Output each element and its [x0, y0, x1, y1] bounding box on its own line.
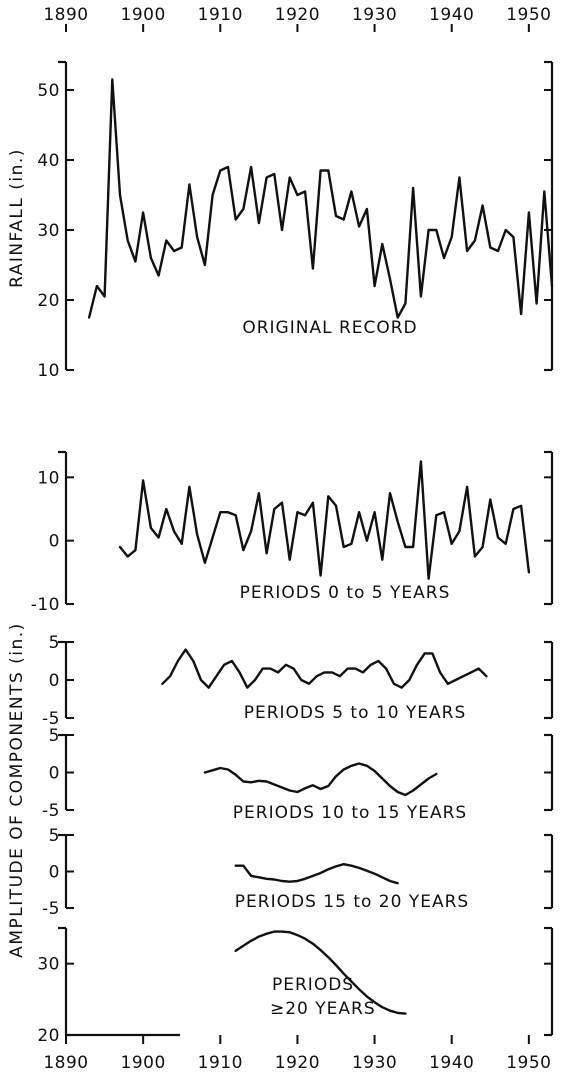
panel-3: 5 0 -5 PERIODS 5 to 10 YEARS	[42, 633, 554, 729]
y-axis-label-rainfall: RAINFALL (in.)	[7, 148, 27, 288]
top-x-tick-label: 1890	[43, 5, 88, 25]
y-tick-label: 10	[37, 361, 60, 381]
panel-6: 30 20 PERIODS ≥20 YEARS	[37, 926, 554, 1046]
y-tick-label: 5	[49, 726, 60, 746]
series-line	[234, 863, 399, 885]
bottom-x-tick-label: 1900	[121, 1053, 166, 1073]
y-tick-label: 5	[49, 826, 60, 846]
bottom-x-tick-label: 1940	[429, 1053, 474, 1073]
y-tick-label: 0	[49, 764, 60, 784]
y-tick-label: 20	[37, 1026, 60, 1046]
top-x-tick-label: 1930	[352, 5, 397, 25]
panel-label: PERIODS 5 to 10 YEARS	[244, 703, 467, 723]
y-tick-label: 30	[37, 221, 60, 241]
panel-label: PERIODS 0 to 5 YEARS	[240, 583, 451, 603]
y-tick-label: 5	[49, 633, 60, 653]
top-x-tick-label: 1950	[506, 5, 551, 25]
panel-label: ORIGINAL RECORD	[242, 318, 417, 338]
series-line	[161, 648, 488, 689]
y-tick-label: 30	[37, 955, 60, 975]
panel-label: PERIODS 15 to 20 YEARS	[235, 892, 469, 912]
top-x-tick-label: 1900	[121, 5, 166, 25]
y-tick-label: -5	[42, 709, 60, 729]
panel-1: 10 20 30 40 50 ORIGINAL RECORD	[37, 60, 554, 381]
panel-4: 5 0 -5 PERIODS 10 to 15 YEARS	[42, 726, 554, 823]
panel-2: 10 0 -10 PERIODS 0 to 5 YEARS	[31, 450, 554, 615]
bottom-x-tick-label: 1890	[43, 1053, 88, 1073]
series-line	[118, 460, 531, 580]
bottom-x-tick-label: 1910	[198, 1053, 243, 1073]
y-tick-label: 50	[37, 81, 60, 101]
top-x-tick-label: 1910	[198, 5, 243, 25]
bottom-x-tick-label: 1920	[275, 1053, 320, 1073]
y-axis-label-amplitude: AMPLITUDE OF COMPONENTS (in.)	[7, 622, 27, 958]
bottom-x-tick-label: 1930	[352, 1053, 397, 1073]
bottom-x-axis: 1890 1900 1910 1920 1930 1940 1950	[43, 1033, 551, 1073]
panel-5: 5 0 -5 PERIODS 15 to 20 YEARS	[42, 826, 554, 919]
y-tick-label: 40	[37, 151, 60, 171]
y-tick-label: 0	[49, 671, 60, 691]
y-tick-label: 0	[49, 532, 60, 552]
bottom-x-tick-label: 1950	[506, 1053, 551, 1073]
top-x-axis: 1890 1900 1910 1920 1930 1940 1950	[43, 5, 551, 32]
series-line	[203, 762, 438, 797]
y-tick-label: 0	[49, 863, 60, 883]
y-tick-label: -10	[31, 595, 60, 615]
y-tick-label: 20	[37, 291, 60, 311]
top-x-tick-label: 1920	[275, 5, 320, 25]
series-line	[87, 78, 554, 319]
panel-label: PERIODS 10 to 15 YEARS	[233, 803, 467, 823]
panel-label-line: ≥20 YEARS	[270, 999, 376, 1019]
top-x-tick-label: 1940	[429, 5, 474, 25]
panel-label-line: PERIODS	[272, 975, 354, 995]
y-tick-label: 10	[37, 468, 60, 488]
y-tick-label: -5	[42, 801, 60, 821]
series-line	[234, 930, 407, 1015]
y-tick-label: -5	[42, 899, 60, 919]
